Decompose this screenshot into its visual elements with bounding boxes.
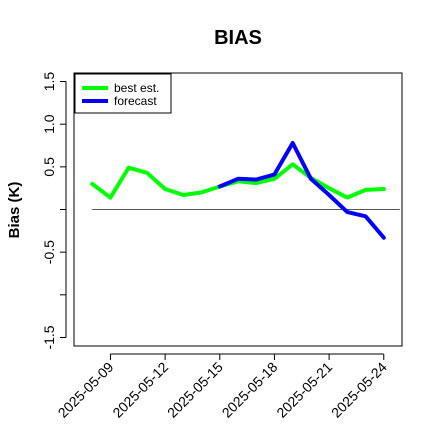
- legend-box: [74, 73, 172, 114]
- x-tick-label: 2025-05-21: [273, 359, 335, 421]
- series-layer: [90, 141, 386, 240]
- x-tick-label: 2025-05-09: [55, 359, 117, 421]
- series-line-forecast: [217, 141, 386, 240]
- x-tick-label: 2025-05-15: [164, 359, 226, 421]
- y-tick-label: 1.5: [41, 72, 57, 92]
- y-tick-label: -1.5: [41, 325, 57, 349]
- series-line-best-est: [90, 162, 386, 200]
- legend: best est. forecast: [74, 73, 172, 114]
- legend-label-best-est: best est.: [114, 81, 159, 95]
- x-tick-label: 2025-05-12: [109, 359, 171, 421]
- y-tick-label: 1.0: [41, 114, 57, 134]
- y-tick-label: -0.5: [41, 240, 57, 264]
- legend-label-forecast: forecast: [114, 94, 157, 108]
- x-axis: 2025-05-092025-05-122025-05-152025-05-18…: [55, 353, 390, 421]
- y-tick-label: 0.5: [41, 157, 57, 177]
- x-tick-label: 2025-05-18: [219, 359, 281, 421]
- plot-frame: [73, 72, 403, 347]
- y-axis: -1.5 -0.5 0.5 1.0 1.5: [41, 72, 67, 350]
- y-axis-label: Bias (K): [6, 182, 23, 239]
- chart-title: BIAS: [214, 27, 262, 49]
- x-tick-label: 2025-05-24: [328, 359, 390, 421]
